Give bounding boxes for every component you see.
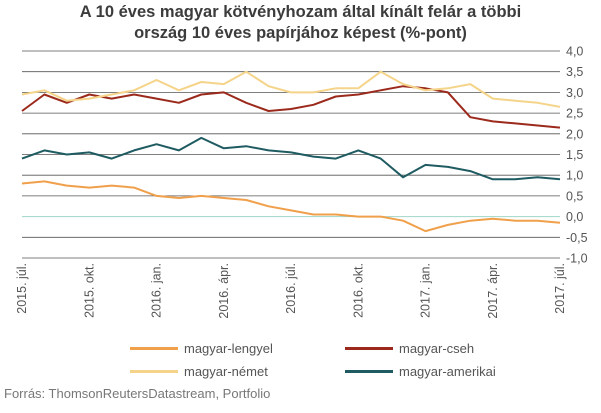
series-line-3 (21, 136, 561, 181)
legend-label-magyar-nemet: magyar-német (184, 364, 268, 379)
legend-swatch-magyar-amerikai (345, 370, 393, 374)
x-tick-label: 2016. jan. (150, 263, 164, 318)
y-tick-label: 1,5 (566, 148, 583, 162)
y-tick-label: -0,5 (566, 231, 588, 245)
legend-label-magyar-lengyel: magyar-lengyel (184, 341, 273, 356)
x-tick-label: 2016. okt. (351, 263, 365, 318)
legend-label-magyar-cseh: magyar-cseh (399, 341, 475, 356)
y-tick-label: 0,0 (566, 210, 583, 224)
x-tick-label: 2015. júl. (15, 263, 29, 314)
chart-title-line-2: ország 10 éves papírjához képest (%-pont… (134, 24, 467, 42)
y-tick-label: 2,0 (566, 127, 583, 141)
legend-item-magyar-lengyel: magyar-lengyel (130, 341, 273, 356)
series-line-2 (21, 70, 561, 108)
source-note: Forrás: ThomsonReutersDatastream, Portfo… (4, 386, 271, 401)
x-tick-label: 2016. júl. (284, 263, 298, 314)
legend-label-magyar-amerikai: magyar-amerikai (399, 364, 496, 379)
legend-swatch-magyar-cseh (345, 347, 393, 351)
y-tick-label: 2,5 (566, 107, 583, 121)
y-tick-label: 3,5 (566, 65, 583, 79)
legend-item-magyar-amerikai: magyar-amerikai (345, 364, 496, 379)
legend-swatch-magyar-lengyel (130, 347, 178, 351)
x-tick-label: 2017. ápr. (486, 263, 500, 319)
x-tick-label: 2016. ápr. (217, 263, 231, 319)
y-tick-label: 1,0 (566, 169, 583, 183)
legend-swatch-magyar-nemet (130, 370, 178, 374)
x-tick-label: 2015. okt. (82, 263, 96, 318)
x-tick-label: 2017. jan. (419, 263, 433, 318)
chart-title-line-1: A 10 éves magyar kötvényhozam által kíná… (79, 3, 522, 21)
x-tick-label: 2017. júl. (553, 263, 567, 314)
chart-title: A 10 éves magyar kötvényhozam által kíná… (0, 2, 601, 44)
y-tick-label: -1,0 (566, 252, 588, 266)
series-line-1 (21, 85, 561, 129)
y-tick-label: 3,0 (566, 86, 583, 100)
y-tick-label: 4,0 (566, 45, 583, 59)
legend-item-magyar-nemet: magyar-német (130, 364, 268, 379)
series-line-0 (21, 180, 561, 233)
y-tick-label: 0,5 (566, 189, 583, 203)
legend-item-magyar-cseh: magyar-cseh (345, 341, 474, 356)
